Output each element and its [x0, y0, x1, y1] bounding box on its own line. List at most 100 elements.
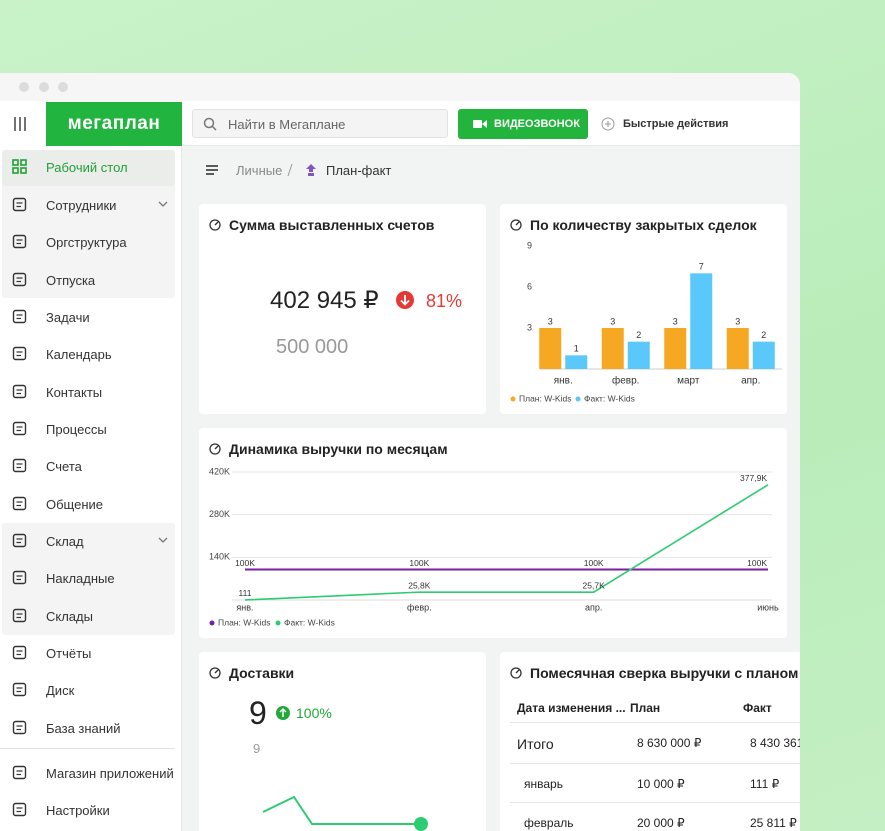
x-tick-label: апр.	[741, 376, 760, 387]
logo[interactable]: мегаплан	[46, 102, 182, 146]
sparkline	[262, 795, 428, 831]
sidebar-label: База знаний	[46, 721, 121, 736]
sidebar-item[interactable]: База знаний	[0, 716, 175, 740]
chevron[interactable]	[158, 536, 168, 544]
y-tick-label: 420K	[209, 466, 230, 476]
bar	[664, 328, 687, 369]
legend-label: План: W-Kids	[519, 393, 571, 403]
bar	[752, 341, 775, 369]
card	[199, 652, 486, 831]
sidebar-icon	[12, 645, 27, 660]
table-cell: 10 000 ₽	[637, 777, 685, 791]
bar	[726, 328, 749, 369]
value-label: 100K	[584, 558, 604, 568]
sidebar-item[interactable]: Накладные	[0, 566, 175, 590]
bar	[539, 328, 562, 369]
kpi-value: 402 945 ₽	[270, 287, 379, 314]
sidebar-item[interactable]: Магазин приложений	[0, 761, 175, 785]
sidebar-label: Счета	[46, 459, 82, 474]
charts: 3 6 9 янв. 3 1 февр. 3 2 март 3 7 апр. 3 2 План: W-Kids…	[209, 240, 782, 627]
sidebar-item[interactable]: Сотрудники	[0, 193, 175, 217]
sidebar-item[interactable]: Задачи	[0, 305, 175, 329]
sidebar-item[interactable]: Процессы	[0, 417, 175, 441]
sidebar-icon	[12, 682, 27, 697]
sidebar-item[interactable]: Рабочий стол	[0, 155, 175, 179]
sidebar-icon	[12, 346, 27, 361]
card	[500, 652, 800, 831]
sidebar-item[interactable]: Настройки	[0, 798, 175, 822]
row-divider	[510, 802, 800, 803]
sidebar-icon	[12, 496, 27, 511]
gauge-icon	[209, 219, 522, 679]
sidebar-icon	[12, 421, 27, 436]
sidebar-icon	[12, 765, 27, 780]
breadcrumb-menu-icon[interactable]	[205, 164, 219, 176]
sidebar-item[interactable]: Счета	[0, 454, 175, 478]
bar	[690, 273, 713, 369]
table-cell: февраль	[524, 816, 574, 830]
kpi-value: 9	[249, 695, 267, 731]
sidebar-label: Склады	[46, 609, 93, 624]
sidebar-item[interactable]: Склад	[0, 529, 175, 553]
logo-text: мегаплан	[67, 113, 161, 134]
sidebar-item[interactable]: Календарь	[0, 342, 175, 366]
table-cell: январь	[524, 777, 563, 791]
active-item-bg	[2, 150, 175, 186]
window-dot	[19, 82, 29, 92]
x-tick-label: июнь	[757, 602, 779, 612]
sidebar-item[interactable]: Отчёты	[0, 641, 175, 665]
kpi-plan: 9	[253, 741, 261, 756]
table-cell: 25 811 ₽	[750, 816, 797, 830]
search-icon	[203, 117, 217, 131]
sidebar-label: Диск	[46, 683, 75, 698]
value-label: 25,7K	[583, 580, 606, 590]
chevron[interactable]	[158, 200, 168, 208]
quick-actions[interactable]: Быстрые действия	[623, 118, 729, 130]
x-tick-label: март	[677, 376, 700, 387]
card	[199, 204, 486, 414]
menu-toggle[interactable]	[12, 115, 28, 133]
search-box[interactable]: Найти в Мегаплане	[192, 109, 448, 138]
title-bar	[0, 73, 800, 101]
breadcrumb-item[interactable]: Личные	[236, 163, 283, 178]
video-call-label: ВИДЕОЗВОНОК	[494, 118, 580, 130]
legend-label: Факт: W-Kids	[584, 393, 635, 403]
value-label: 100K	[235, 558, 255, 568]
card-title: Доставки	[229, 665, 295, 681]
breadcrumb-separator	[287, 163, 293, 177]
plus-icon[interactable]	[601, 117, 615, 131]
sidebar-label: Магазин приложений	[46, 766, 174, 781]
card-title: Помесячная сверка выручки с планом	[530, 665, 799, 681]
sidebar-item[interactable]: Оргструктура	[0, 230, 175, 254]
sidebar-item[interactable]: Склады	[0, 604, 175, 628]
divider	[0, 748, 175, 749]
breadcrumb-icon	[306, 164, 316, 176]
series-line	[244, 484, 769, 601]
value-label: 377,9K	[740, 473, 767, 483]
value-label: 3	[610, 316, 615, 326]
sidebar-group	[2, 523, 175, 635]
breadcrumb-item: План-факт	[326, 163, 392, 178]
sidebar-item[interactable]: Отпуска	[0, 268, 175, 292]
card-title: Сумма выставленных счетов	[229, 217, 435, 233]
y-tick-label: 6	[527, 281, 532, 291]
legend-label: Факт: W-Kids	[284, 617, 335, 627]
column-header: План	[630, 701, 661, 715]
legend-label: План: W-Kids	[218, 617, 270, 627]
video-call-button[interactable]: ВИДЕОЗВОНОК	[458, 109, 588, 139]
sidebar-icon	[12, 234, 27, 249]
sidebar-label: Задачи	[46, 310, 90, 325]
sidebar-item[interactable]: Контакты	[0, 380, 175, 404]
value-label: 3	[548, 316, 553, 326]
table-cell: Итого	[517, 736, 554, 752]
sidebar-item[interactable]: Диск	[0, 678, 175, 702]
x-tick-label: янв.	[554, 376, 573, 387]
x-tick-label: февр.	[612, 375, 639, 387]
sidebar-icon	[12, 159, 27, 174]
y-tick-label: 280K	[209, 509, 230, 519]
kpi-plan: 500 000	[276, 336, 349, 358]
sidebar-label: Рабочий стол	[46, 160, 128, 175]
legend-swatch	[575, 396, 581, 402]
sidebar-item[interactable]: Общение	[0, 492, 175, 516]
